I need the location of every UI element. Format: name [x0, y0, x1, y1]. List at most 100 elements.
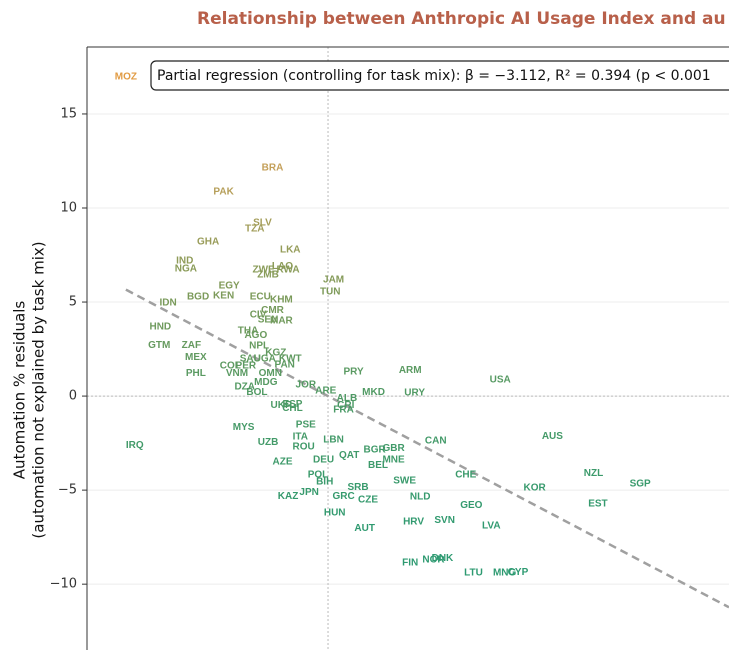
point-label: HUN: [324, 508, 346, 519]
point-label: LVA: [482, 521, 501, 532]
point-label: GEO: [460, 500, 482, 511]
point-label: NOR: [422, 555, 445, 566]
y-axis-label: Automation % residuals: [11, 301, 29, 480]
plot-area: −10 −5 0 5 10 15: [50, 47, 729, 650]
point-label: UKR: [271, 400, 293, 411]
point-label: KGZ: [265, 348, 286, 359]
point-label: KOR: [524, 483, 547, 494]
point-label: IDN: [159, 298, 176, 309]
point-label: KAZ: [278, 491, 299, 502]
point-label: EGY: [219, 281, 240, 292]
point-label: SVN: [434, 515, 455, 526]
y-tick-label: −5: [58, 483, 77, 498]
point-label: CHL: [282, 403, 303, 414]
point-label: FIN: [402, 558, 418, 569]
point-label: ZMB: [257, 270, 279, 281]
point-label: UZB: [258, 437, 279, 448]
point-label: PAK: [213, 187, 234, 198]
point-label: JAM: [323, 275, 344, 286]
point-label: NZL: [584, 468, 603, 479]
point-label: ROU: [292, 442, 314, 453]
point-label: LAO: [272, 261, 293, 272]
point-label: MEX: [185, 352, 207, 363]
point-label: SGP: [630, 479, 651, 490]
point-label: ALB: [337, 393, 358, 404]
point-label: IRQ: [126, 440, 144, 451]
point-label: BOL: [246, 387, 267, 398]
y-tick-label: 15: [60, 106, 77, 121]
point-label: MOZ: [115, 72, 137, 83]
point-label: IND: [176, 256, 193, 267]
point-label: JOR: [296, 380, 317, 391]
point-label: MDG: [254, 377, 278, 388]
point-label: THA: [238, 326, 259, 337]
point-label: SEN: [258, 315, 279, 326]
point-label: ITA: [293, 432, 308, 443]
point-label: SWE: [393, 476, 416, 487]
point-label: LKA: [280, 245, 301, 256]
point-label: FRA: [333, 405, 354, 416]
point-label: MKD: [362, 387, 385, 398]
point-label: CAN: [425, 436, 447, 447]
point-label: USA: [490, 375, 511, 386]
point-label: DNK: [432, 553, 454, 564]
point-label: AUT: [354, 523, 375, 534]
annotation-box: [150, 60, 729, 91]
point-label: DEU: [313, 455, 334, 466]
point-label: UGA: [254, 354, 276, 365]
point-label: ARE: [315, 386, 336, 397]
point-label: PSE: [296, 420, 316, 431]
point-label: ARM: [399, 365, 422, 376]
point-label: DZA: [234, 382, 255, 393]
point-label: BGD: [187, 292, 209, 303]
point-label: KEN: [213, 291, 234, 302]
point-label: COL: [220, 361, 241, 372]
point-label: BIH: [316, 477, 333, 488]
point-label: AUS: [542, 431, 563, 442]
trend-line: [125, 288, 729, 609]
y-axis-label: (automation not explained by task mix): [30, 241, 48, 538]
point-label: TZA: [245, 224, 264, 235]
chart-title: Relationship between Anthropic AI Usage …: [197, 9, 726, 29]
point-label: BEL: [368, 460, 388, 471]
annotation: Partial regression (controlling for task…: [157, 68, 711, 84]
point-label: PER: [236, 361, 257, 372]
point-label: PHL: [186, 368, 206, 379]
point-label: AGO: [244, 330, 267, 341]
point-label: KHM: [270, 295, 293, 306]
point-label: OMN: [259, 368, 282, 379]
point-label: LBN: [323, 435, 344, 446]
point-label: SAU: [240, 354, 261, 365]
point-label: NPL: [249, 341, 269, 352]
point-label: SLV: [253, 218, 272, 229]
y-tick-label: 10: [60, 201, 77, 216]
point-label: GHA: [197, 237, 219, 248]
point-label: ESP: [282, 399, 302, 410]
point-label: GRC: [332, 491, 354, 502]
point-label: ECU: [250, 292, 271, 303]
y-tick-label: 0: [69, 389, 77, 404]
point-label: CRI: [337, 400, 354, 411]
point-label: MNE: [382, 455, 405, 466]
point-label: CZE: [358, 495, 378, 506]
point-label: PRY: [343, 367, 364, 378]
point-label: BGR: [364, 445, 387, 456]
point-label: EST: [588, 499, 607, 510]
point-label: HRV: [403, 517, 424, 528]
point-label: KWT: [279, 354, 302, 365]
point-label: ZWE: [252, 265, 275, 276]
point-label: MNG: [493, 568, 517, 579]
point-label: ZAF: [182, 340, 201, 351]
point-label: NLD: [410, 492, 431, 503]
point-label: POL: [308, 470, 329, 481]
point-label: VNM: [226, 368, 248, 379]
point-label: CIV: [250, 310, 267, 321]
point-label: CHE: [455, 470, 476, 481]
point-label: MYS: [233, 422, 255, 433]
point-label: PAN: [275, 360, 295, 371]
point-label: TUN: [320, 287, 341, 298]
point-label: RWA: [276, 265, 299, 276]
